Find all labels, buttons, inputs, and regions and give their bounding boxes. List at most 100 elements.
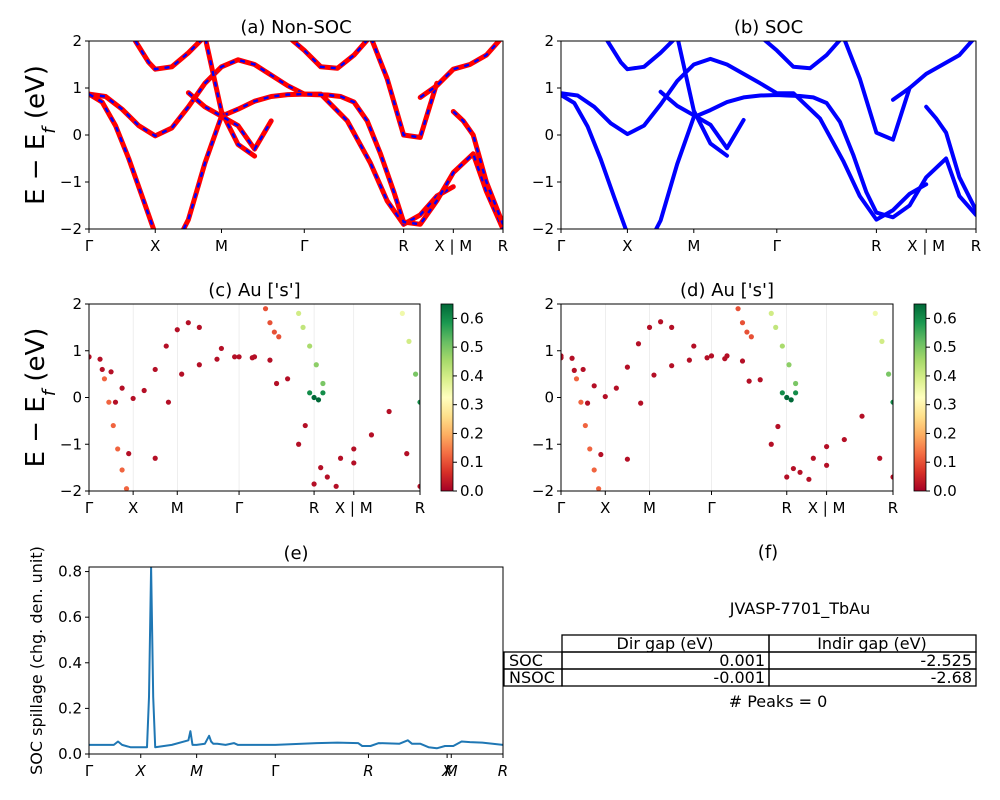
panel-d-ytick-label-4: 2: [544, 295, 554, 313]
panel-d-xtick-label-4: R: [782, 499, 792, 517]
panel-d-point-0-1: [569, 355, 575, 361]
panel-a-ytick-label-3: 1: [72, 79, 82, 97]
panel-d-point-1-7: [651, 372, 657, 378]
panel-f-heading: JVASP-7701_TbAu: [729, 599, 871, 619]
panel-e-xtick-label-5: X: [441, 762, 453, 780]
panel-c-colorbar-label-3: 0.3: [460, 396, 484, 414]
gap-table-nsoc-dir: -0.001: [713, 668, 765, 687]
panel-c-point-4-0: [307, 390, 313, 396]
panel-d-point-1-20: [877, 455, 883, 461]
panel-b-ytick-label-2: 0: [544, 126, 554, 144]
panel-c-point-1-19: [386, 408, 392, 415]
panel-c-ytick-label-1: −1: [60, 435, 82, 453]
panel-d-point-0-7: [635, 341, 642, 347]
panel-c-point-1-13: [285, 376, 291, 382]
panel-c-xtick-label-6: R: [415, 499, 425, 517]
panel-c-point-1-18: [368, 432, 375, 438]
panel-c-point-6-2: [412, 371, 419, 377]
panel-c-point-4-1: [311, 394, 317, 401]
panel-c-colorbar-label-2: 0.2: [460, 424, 484, 442]
panel-c-point-1-11: [249, 355, 255, 361]
gap-table-cell-nsoc-indir: [768, 668, 977, 687]
panel-d-point-1-18: [841, 436, 847, 443]
panel-d-point-0-5: [613, 385, 619, 391]
panel-c-xtick-label-0: Γ: [85, 499, 94, 517]
panel-b-ytick-label-3: 1: [544, 79, 554, 97]
panel-a-band-0-soc-overlay: [89, 58, 454, 226]
panel-c-xtick-label-2: M: [171, 499, 184, 517]
panel-d-point-1-17: [824, 462, 830, 468]
panel-c-frame: [88, 303, 421, 492]
panel-c-point-1-16: [333, 483, 339, 489]
panel-c-colorbar-label-1: 0.1: [460, 453, 484, 471]
panel-d-point-1-11: [722, 356, 728, 362]
panel-d-point-0-12: [708, 353, 715, 359]
panel-b-title: (b) SOC: [734, 17, 803, 38]
panel-c-point-2-5: [123, 486, 130, 491]
panel-f-title: (f): [758, 542, 778, 563]
panel-c-point-2-3: [115, 446, 121, 452]
panel-e-plot-area: [89, 567, 503, 750]
panel-b-xtick-label-2: M: [687, 237, 700, 255]
panel-a-xtick-label-1: X: [150, 237, 160, 255]
panel-d-xtick-label-3: Γ: [707, 499, 716, 517]
panel-c-point-0-3: [119, 385, 125, 391]
panel-c-point-4-2: [315, 397, 322, 403]
panel-c-point-4-3: [320, 390, 326, 396]
panel-d-point-6-3: [890, 399, 893, 405]
panel-c-point-0-1: [97, 356, 103, 362]
panel-c-ytick-label-2: 0: [72, 389, 82, 407]
panel-c-xtick-label-5: X | M: [335, 499, 373, 517]
panel-c-point-5-1: [300, 324, 306, 330]
panel-d-point-0-10: [669, 324, 675, 330]
panel-d-point-0-11: [691, 343, 697, 349]
panel-a-band-2-nsoc: [132, 41, 258, 159]
panel-e-xtick-label-6: M: [445, 762, 458, 780]
panel-b-xtick-label-3: Γ: [773, 237, 782, 255]
panel-e-title: (e): [283, 543, 308, 564]
panel-e-soc-spillage: 0.00.20.40.60.8Γ X M Γ R XM R(e)SOC spillage (…: [27, 543, 508, 780]
panel-a-plot-area: [89, 41, 503, 229]
panel-c-point-0-14: [273, 380, 280, 387]
panel-c-point-0-8: [174, 327, 180, 333]
panel-c-point-0-18: [337, 455, 344, 461]
panel-d-ytick-label-0: −2: [532, 482, 554, 500]
panel-c-point-0-11: [218, 345, 224, 352]
panel-e-ytick-label-0: 0.0: [58, 745, 82, 763]
panel-e-ytick-label-2: 0.4: [58, 654, 82, 672]
panel-d-point-2-5: [596, 486, 602, 491]
panel-b-xtick-label-4: R: [871, 237, 881, 255]
panel-d-point-5-4: [793, 380, 799, 387]
panel-a-xtick-label-3: Γ: [300, 237, 309, 255]
panel-c-point-6-0: [399, 310, 405, 316]
panel-b-plot-area: [561, 41, 976, 229]
panel-a-ylabel: E − Ef (eV): [21, 65, 60, 205]
panel-c-point-3-0: [262, 306, 269, 312]
panel-d-point-1-21: [890, 474, 893, 480]
panel-d-colorbar-label-6: 0.6: [933, 309, 957, 327]
panel-c-point-5-0: [296, 310, 302, 316]
panel-c-point-1-6: [165, 399, 172, 405]
panel-c-point-0-7: [163, 343, 169, 349]
panel-e-xtick-label-3: Γ: [271, 762, 280, 780]
panel-e-ytick-label-3: 0.6: [58, 608, 82, 626]
panel-a-non-soc: −2 −1 0 1 2 Γ X M Γ R X | M R (a) Non-SOC E − Ef (eV): [21, 17, 508, 255]
panel-c-plot-area: [89, 304, 420, 491]
panel-e-ytick-label-4: 0.8: [58, 563, 82, 581]
panel-a-band-4-nsoc: [289, 41, 440, 140]
panel-d-point-2-1: [578, 399, 584, 405]
panel-d-point-0-15: [768, 441, 774, 447]
panel-d-point-0-16: [784, 474, 790, 480]
panel-d-colorbar: [913, 303, 927, 492]
gap-table-soc-dir: 0.001: [719, 651, 765, 670]
panel-b-xtick-label-1: X: [622, 237, 632, 255]
panel-b-ytick-label-1: −1: [532, 173, 554, 191]
panel-d-point-1-10: [704, 355, 710, 361]
panel-d-point-0-19: [824, 443, 830, 450]
panel-c-point-0-15: [296, 441, 302, 447]
panel-e-ytick-label-1: 0.2: [58, 699, 82, 717]
panel-a-band-4-soc-overlay: [291, 41, 438, 139]
panel-d-point-2-2: [582, 422, 588, 429]
panel-d-point-6-0: [872, 310, 878, 316]
